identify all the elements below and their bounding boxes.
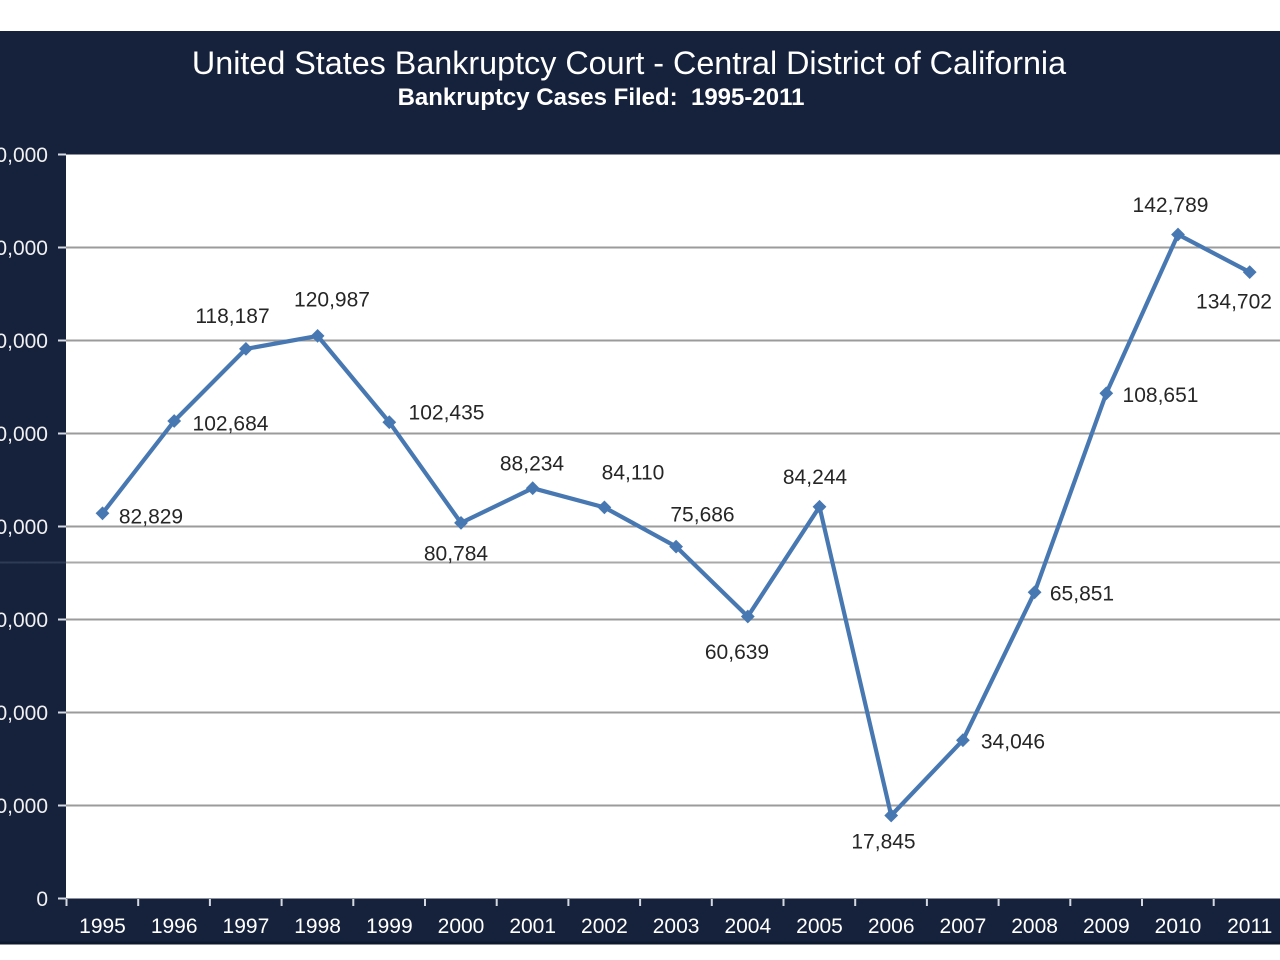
- svg-text:2002: 2002: [581, 915, 628, 938]
- svg-text:82,829: 82,829: [119, 506, 183, 529]
- svg-text:80,784: 80,784: [424, 543, 489, 566]
- svg-text:17,845: 17,845: [851, 831, 915, 854]
- svg-text:102,435: 102,435: [409, 402, 485, 425]
- svg-text:United States Bankruptcy Court: United States Bankruptcy Court - Central…: [192, 45, 1066, 81]
- svg-text:84,110: 84,110: [602, 462, 665, 485]
- svg-text:65,851: 65,851: [1050, 583, 1114, 606]
- svg-text:142,789: 142,789: [1133, 194, 1209, 217]
- svg-text:2009: 2009: [1083, 915, 1130, 938]
- svg-text:1995: 1995: [79, 915, 126, 938]
- svg-text:1998: 1998: [294, 915, 341, 938]
- svg-text:2004: 2004: [724, 915, 771, 938]
- svg-text:118,187: 118,187: [195, 305, 269, 328]
- svg-text:34,046: 34,046: [981, 731, 1045, 754]
- svg-text:160,000: 160,000: [0, 144, 48, 167]
- svg-text:2003: 2003: [653, 915, 700, 938]
- svg-text:140,000: 140,000: [0, 237, 48, 260]
- svg-text:60,000: 60,000: [0, 609, 48, 632]
- svg-text:2006: 2006: [868, 915, 915, 938]
- svg-text:134,702: 134,702: [1196, 291, 1272, 314]
- svg-text:2005: 2005: [796, 915, 843, 938]
- svg-text:120,000: 120,000: [0, 330, 48, 353]
- svg-text:88,234: 88,234: [500, 453, 565, 476]
- svg-text:108,651: 108,651: [1123, 384, 1199, 407]
- svg-text:2001: 2001: [509, 915, 556, 938]
- svg-text:102,684: 102,684: [193, 413, 269, 436]
- svg-text:120,987: 120,987: [294, 289, 370, 312]
- svg-text:2007: 2007: [940, 915, 987, 938]
- svg-text:2000: 2000: [438, 915, 485, 938]
- svg-text:0: 0: [36, 888, 48, 911]
- svg-text:60,639: 60,639: [705, 641, 769, 664]
- svg-text:Bankruptcy Cases Filed: 1995-: Bankruptcy Cases Filed: 1995-2011: [398, 84, 805, 111]
- svg-text:2008: 2008: [1011, 915, 1058, 938]
- svg-text:2011: 2011: [1227, 915, 1272, 938]
- svg-text:1999: 1999: [366, 915, 413, 938]
- svg-text:80,000: 80,000: [0, 516, 48, 539]
- svg-text:40,000: 40,000: [0, 702, 48, 725]
- svg-text:84,244: 84,244: [783, 466, 848, 489]
- svg-text:1996: 1996: [151, 915, 198, 938]
- svg-text:1997: 1997: [223, 915, 270, 938]
- svg-text:20,000: 20,000: [0, 795, 48, 818]
- svg-text:100,000: 100,000: [0, 423, 48, 446]
- svg-text:2010: 2010: [1155, 915, 1202, 938]
- svg-text:75,686: 75,686: [670, 504, 734, 527]
